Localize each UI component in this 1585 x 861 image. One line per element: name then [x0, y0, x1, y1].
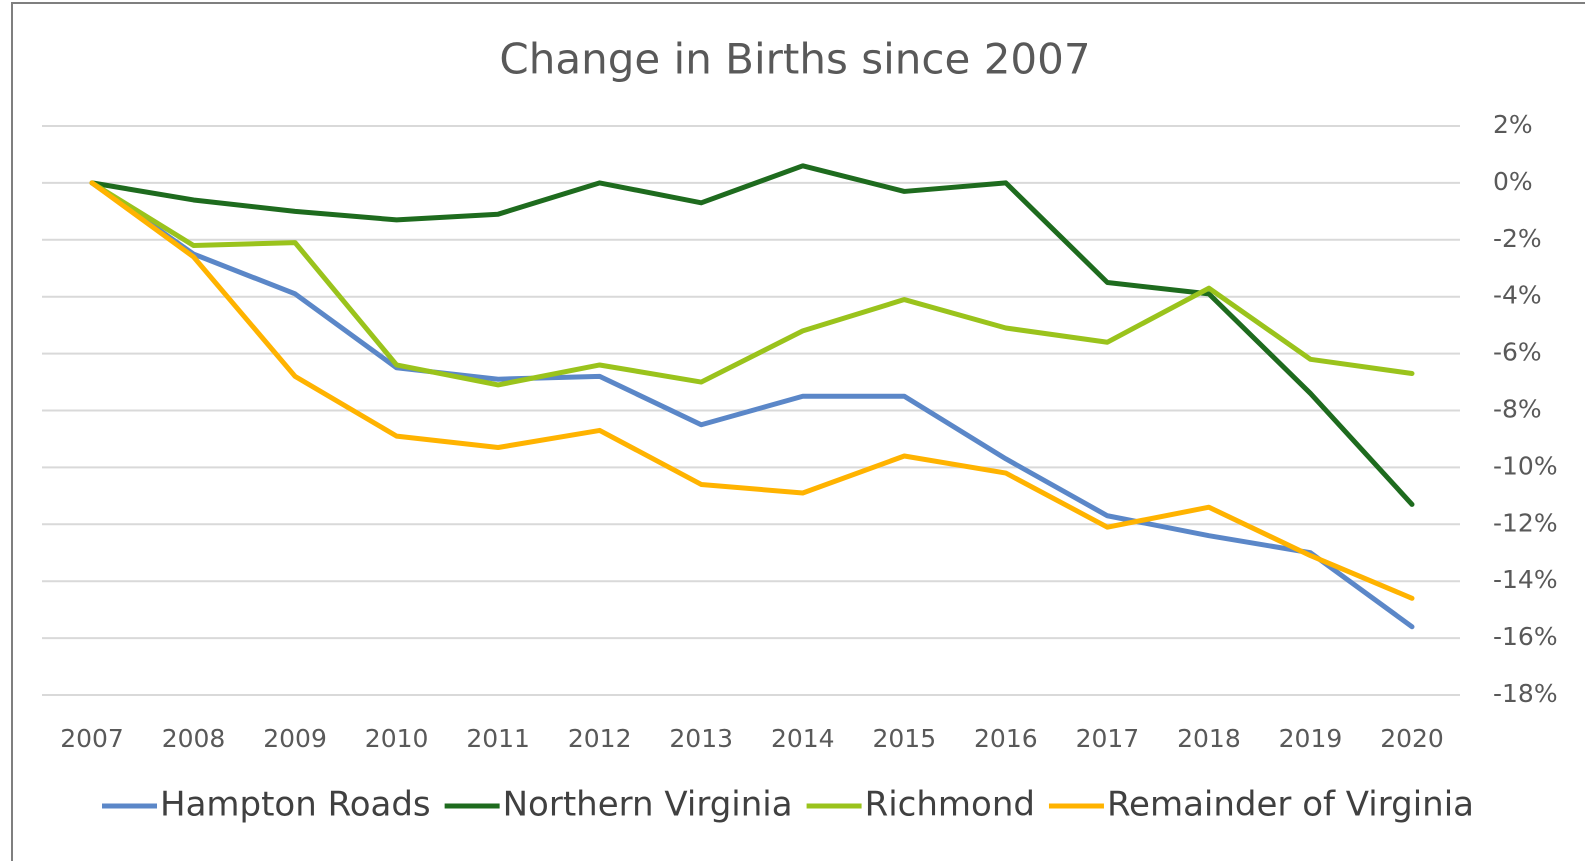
- x-tick-label: 2017: [1076, 724, 1140, 753]
- x-tick-label: 2009: [263, 724, 327, 753]
- x-tick-label: 2013: [669, 724, 733, 753]
- y-tick-label: -8%: [1493, 395, 1542, 424]
- series-line: [89, 180, 1415, 601]
- series-line: [89, 180, 1415, 630]
- x-tick-label: 2015: [872, 724, 936, 753]
- y-tick-label: 2%: [1493, 110, 1533, 139]
- y-tick-label: -4%: [1493, 281, 1542, 310]
- series-line: [89, 163, 1415, 507]
- chart-border: [11, 2, 1585, 861]
- x-tick-label: 2007: [60, 724, 124, 753]
- x-tick-label: 2018: [1177, 724, 1241, 753]
- legend-label: Richmond: [865, 785, 1035, 825]
- y-tick-label: -14%: [1493, 565, 1558, 594]
- x-tick-label: 2012: [568, 724, 632, 753]
- x-tick-label: 2011: [466, 724, 530, 753]
- y-tick-label: -16%: [1493, 622, 1558, 651]
- y-tick-label: 0%: [1493, 167, 1533, 196]
- x-tick-label: 2010: [365, 724, 429, 753]
- x-tick-label: 2019: [1279, 724, 1343, 753]
- x-tick-label: 2008: [162, 724, 226, 753]
- x-tick-label: 2014: [771, 724, 835, 753]
- chart-title: Change in Births since 2007: [499, 35, 1090, 84]
- legend-label: Remainder of Virginia: [1107, 785, 1474, 825]
- series-line: [89, 180, 1415, 388]
- y-tick-label: -18%: [1493, 679, 1558, 708]
- y-tick-label: -12%: [1493, 508, 1558, 537]
- legend-label: Northern Virginia: [503, 785, 793, 825]
- legend-label: Hampton Roads: [160, 785, 431, 825]
- y-tick-label: -10%: [1493, 451, 1558, 480]
- y-tick-label: -6%: [1493, 338, 1542, 367]
- x-tick-label: 2016: [974, 724, 1038, 753]
- x-tick-label: 2020: [1380, 724, 1444, 753]
- y-tick-label: -2%: [1493, 224, 1542, 253]
